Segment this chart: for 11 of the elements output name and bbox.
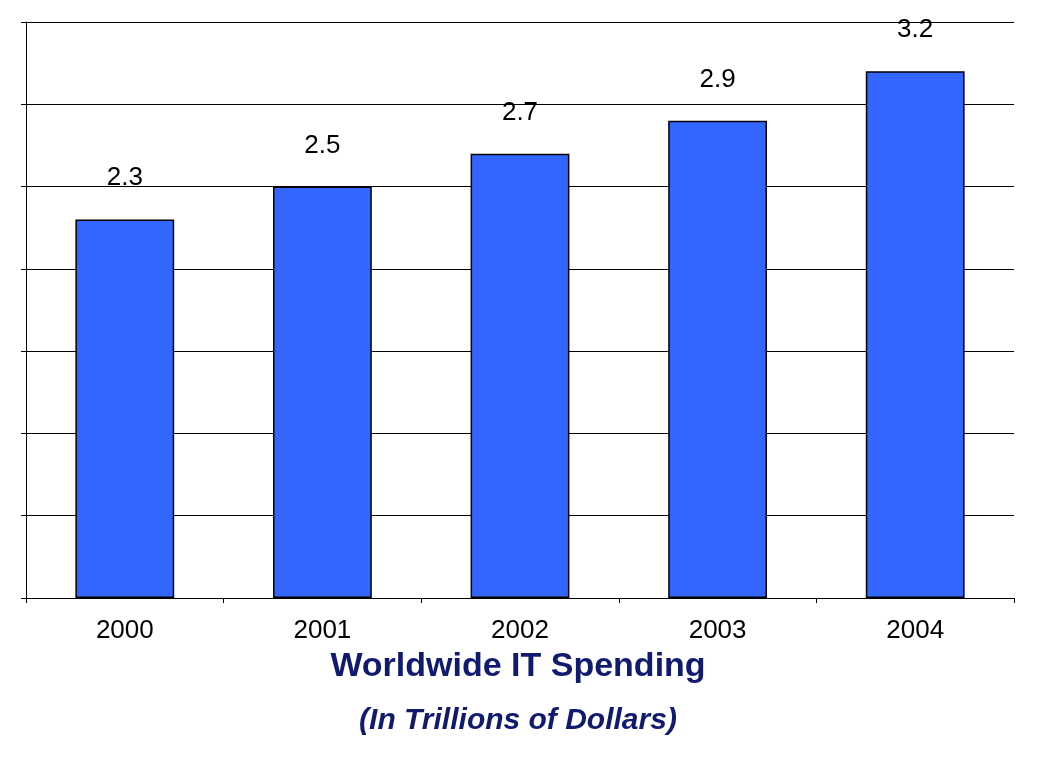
x-tick-label: 2001 (293, 614, 352, 644)
x-tick-label: 2000 (95, 614, 154, 644)
x-tick-label: 2002 (491, 614, 549, 644)
text: (In Trillions of Dollars) (359, 701, 677, 735)
data-label: 2.3 (106, 161, 143, 192)
x-tick-label: 2004 (886, 614, 945, 644)
data-label: 3.2 (897, 13, 934, 44)
data-label: 2.5 (304, 128, 341, 159)
text: Worldwide IT Spending (330, 645, 706, 683)
x-tick-label: 2003 (688, 614, 747, 644)
data-label: 2.9 (699, 62, 736, 93)
